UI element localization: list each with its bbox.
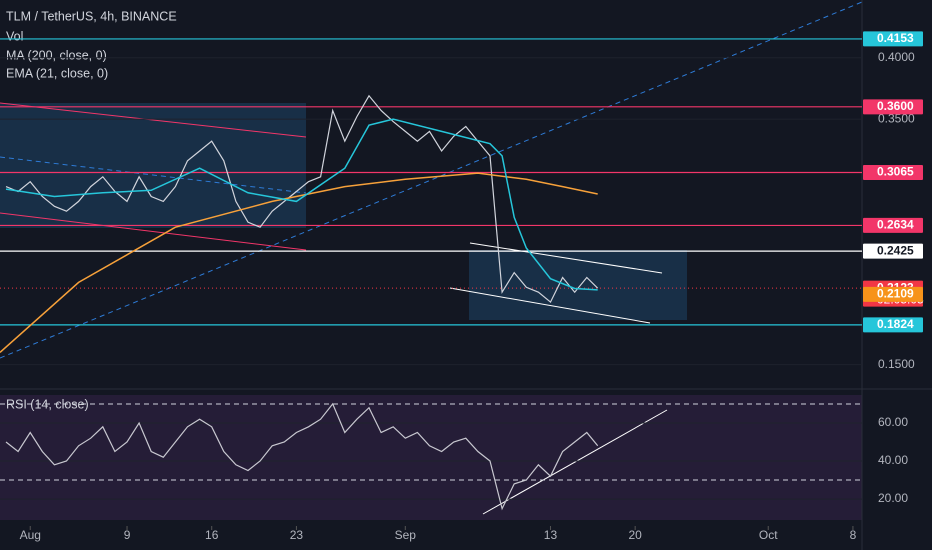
price-badge [863,165,923,181]
y-tick-label: 60.00 [878,415,908,429]
y-tick-label: 20.00 [878,491,908,505]
x-tick-label: Sep [395,528,417,542]
price-badge [863,317,923,333]
ma-label: MA (200, close, 0) [6,48,107,62]
wedge-line [449,287,651,324]
price-badge [863,243,923,259]
vol-label: Vol [6,29,23,43]
rsi-trend-line [482,409,668,515]
x-tick-label: Aug [20,528,41,542]
channel-line [0,102,307,138]
y-tick-label: 0.4000 [878,50,915,64]
symbol-title: TLM / TetherUS, 4h, BINANCE [6,9,177,23]
x-tick-label: 23 [290,528,304,542]
series-line [5,94,599,304]
x-tick-label: Oct [759,528,778,542]
y-tick-label: 0.3500 [878,111,915,125]
y-tick-label: 40.00 [878,453,908,467]
x-tick-label: 8 [850,528,857,542]
channel-box [0,103,306,228]
wedge-line [469,242,663,274]
x-tick-label: 9 [124,528,131,542]
channel-line [0,212,307,251]
price-badge-label: 0.2425 [877,243,914,257]
price-badge [863,217,923,233]
trend-line [0,156,307,194]
x-tick-label: 20 [628,528,642,542]
x-tick-label: 16 [205,528,219,542]
price-badge-label: 0.3065 [877,165,914,179]
ema-label: EMA (21, close, 0) [6,66,108,80]
price-badge-label: 0.4153 [877,31,914,45]
price-badge [863,31,923,47]
y-tick-label: 0.1500 [878,357,915,371]
price-badge-label: 0.3600 [877,99,914,113]
price-badge [863,99,923,115]
rsi-band-fill [0,395,862,520]
series-line [5,118,598,291]
price-badge-label: 0.2634 [877,218,914,232]
trend-line [0,1,863,359]
range-box [469,250,687,320]
series-line [5,402,599,511]
price-badge-label: 0.2109 [877,287,914,301]
x-tick-label: 13 [544,528,558,542]
series-line [0,172,598,353]
price-badge [863,286,923,302]
price-badge-label: 0.1824 [877,317,914,331]
